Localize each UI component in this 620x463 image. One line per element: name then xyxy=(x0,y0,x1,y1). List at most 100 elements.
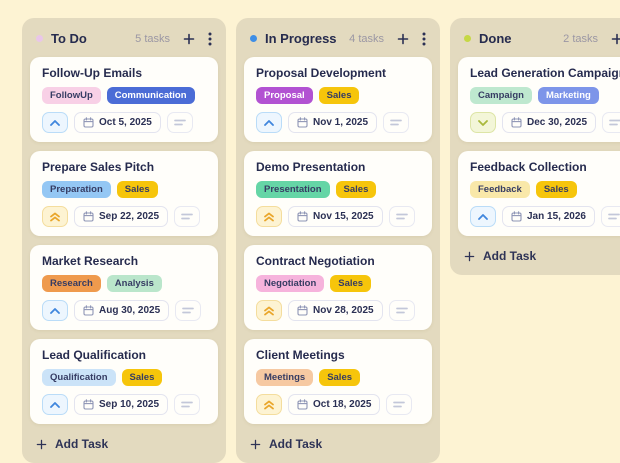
add-task-plus-icon[interactable] xyxy=(397,33,409,45)
notes-icon[interactable] xyxy=(388,206,415,227)
task-title: Client Meetings xyxy=(256,348,345,362)
add-task-button[interactable]: Add Task xyxy=(244,424,432,455)
task-tag[interactable]: Sales xyxy=(121,369,163,386)
add-task-plus-icon[interactable] xyxy=(611,33,620,45)
column-status-dot xyxy=(464,35,471,42)
task-tag[interactable]: Research xyxy=(42,275,101,292)
due-date-chip[interactable]: Nov 15, 2025 xyxy=(288,206,383,227)
notes-icon[interactable] xyxy=(602,112,620,133)
task-tags: Research Analysis xyxy=(42,275,206,292)
notes-icon[interactable] xyxy=(386,394,413,415)
task-tags: Feedback Sales xyxy=(470,181,620,198)
due-date-chip[interactable]: Sep 10, 2025 xyxy=(74,394,169,415)
priority-icon[interactable] xyxy=(256,112,282,133)
task-tag[interactable]: Sales xyxy=(319,369,361,386)
task-card[interactable]: Lead Qualification Qualification Sales Se… xyxy=(30,339,218,424)
task-tag[interactable]: Sales xyxy=(330,275,372,292)
task-card[interactable]: Lead Generation Campaign Campaign Marketi… xyxy=(458,57,620,142)
notes-icon[interactable] xyxy=(388,300,415,321)
due-date-chip[interactable]: Oct 5, 2025 xyxy=(74,112,161,133)
column-cards: Follow-Up Emails FollowUp Communication O… xyxy=(30,57,218,424)
task-card[interactable]: Client Meetings Meetings Sales Oct 18, 20… xyxy=(244,339,432,424)
calendar-icon xyxy=(297,399,308,410)
kebab-menu-icon[interactable] xyxy=(208,32,212,46)
due-date-chip[interactable]: Nov 1, 2025 xyxy=(288,112,378,133)
calendar-icon xyxy=(511,211,522,222)
task-meta: Sep 22, 2025 xyxy=(42,206,206,227)
task-tag[interactable]: FollowUp xyxy=(42,87,101,104)
priority-icon[interactable] xyxy=(42,112,68,133)
add-task-label: Add Task xyxy=(483,249,537,263)
task-card[interactable]: Feedback Collection Feedback Sales Jan 15… xyxy=(458,151,620,236)
kanban-column: In Progress 4 tasks Proposal Development… xyxy=(236,18,440,463)
due-date-chip[interactable]: Aug 30, 2025 xyxy=(74,300,170,321)
task-tag[interactable]: Sales xyxy=(535,181,577,198)
kebab-menu-icon[interactable] xyxy=(422,32,426,46)
notes-icon[interactable] xyxy=(166,112,193,133)
task-card[interactable]: Prepare Sales Pitch Preparation Sales Sep… xyxy=(30,151,218,236)
task-tag[interactable]: Sales xyxy=(318,87,360,104)
column-header: In Progress 4 tasks xyxy=(244,26,432,57)
due-date-text: Nov 1, 2025 xyxy=(313,117,369,128)
column-cards: Lead Generation Campaign Campaign Marketi… xyxy=(458,57,620,236)
priority-icon[interactable] xyxy=(470,206,496,227)
due-date-chip[interactable]: Sep 22, 2025 xyxy=(74,206,169,227)
task-title: Contract Negotiation xyxy=(256,254,375,268)
priority-icon[interactable] xyxy=(42,206,68,227)
notes-icon[interactable] xyxy=(174,394,201,415)
task-tags: Proposal Sales xyxy=(256,87,420,104)
notes-icon[interactable] xyxy=(175,300,202,321)
priority-icon[interactable] xyxy=(256,300,282,321)
column-task-count: 5 tasks xyxy=(135,32,170,45)
priority-icon[interactable] xyxy=(256,394,282,415)
task-tag[interactable]: Sales xyxy=(116,181,158,198)
plus-icon xyxy=(250,439,261,450)
task-meta: Jan 15, 2026 xyxy=(470,206,620,227)
column-header: Done 2 tasks xyxy=(458,26,620,57)
kanban-column: To Do 5 tasks Follow-Up Emails FollowUp C… xyxy=(22,18,226,463)
due-date-chip[interactable]: Oct 18, 2025 xyxy=(288,394,381,415)
task-tag[interactable]: Qualification xyxy=(42,369,116,386)
calendar-icon xyxy=(297,117,308,128)
calendar-icon xyxy=(511,117,522,128)
priority-icon[interactable] xyxy=(42,300,68,321)
task-tag[interactable]: Marketing xyxy=(537,87,599,104)
task-tag[interactable]: Analysis xyxy=(106,275,162,292)
add-task-button[interactable]: Add Task xyxy=(458,236,620,267)
column-header: To Do 5 tasks xyxy=(30,26,218,57)
task-tag[interactable]: Sales xyxy=(335,181,377,198)
notes-icon[interactable] xyxy=(600,206,620,227)
task-tag[interactable]: Negotiation xyxy=(256,275,325,292)
task-card[interactable]: Market Research Research Analysis Aug 30,… xyxy=(30,245,218,330)
task-tag[interactable]: Campaign xyxy=(470,87,532,104)
task-tag[interactable]: Presentation xyxy=(256,181,330,198)
task-card[interactable]: Follow-Up Emails FollowUp Communication O… xyxy=(30,57,218,142)
due-date-chip[interactable]: Nov 28, 2025 xyxy=(288,300,383,321)
task-tag[interactable]: Preparation xyxy=(42,181,111,198)
task-tag[interactable]: Communication xyxy=(106,87,195,104)
task-tag[interactable]: Feedback xyxy=(470,181,530,198)
due-date-text: Sep 10, 2025 xyxy=(99,399,160,410)
add-task-plus-icon[interactable] xyxy=(183,33,195,45)
task-title: Feedback Collection xyxy=(470,160,587,174)
notes-icon[interactable] xyxy=(383,112,410,133)
task-tags: Qualification Sales xyxy=(42,369,206,386)
calendar-icon xyxy=(83,211,94,222)
due-date-chip[interactable]: Jan 15, 2026 xyxy=(502,206,595,227)
due-date-chip[interactable]: Dec 30, 2025 xyxy=(502,112,597,133)
notes-icon[interactable] xyxy=(174,206,201,227)
task-card[interactable]: Demo Presentation Presentation Sales Nov … xyxy=(244,151,432,236)
add-task-button[interactable]: Add Task xyxy=(30,424,218,455)
task-tag[interactable]: Meetings xyxy=(256,369,314,386)
priority-icon[interactable] xyxy=(470,112,496,133)
priority-icon[interactable] xyxy=(256,206,282,227)
task-tags: Presentation Sales xyxy=(256,181,420,198)
priority-icon[interactable] xyxy=(42,394,68,415)
task-card[interactable]: Proposal Development Proposal Sales Nov 1… xyxy=(244,57,432,142)
calendar-icon xyxy=(83,399,94,410)
task-title: Proposal Development xyxy=(256,66,387,80)
task-card[interactable]: Contract Negotiation Negotiation Sales No… xyxy=(244,245,432,330)
task-tag[interactable]: Proposal xyxy=(256,87,313,104)
column-task-count: 4 tasks xyxy=(349,32,384,45)
column-title: In Progress xyxy=(265,31,337,46)
